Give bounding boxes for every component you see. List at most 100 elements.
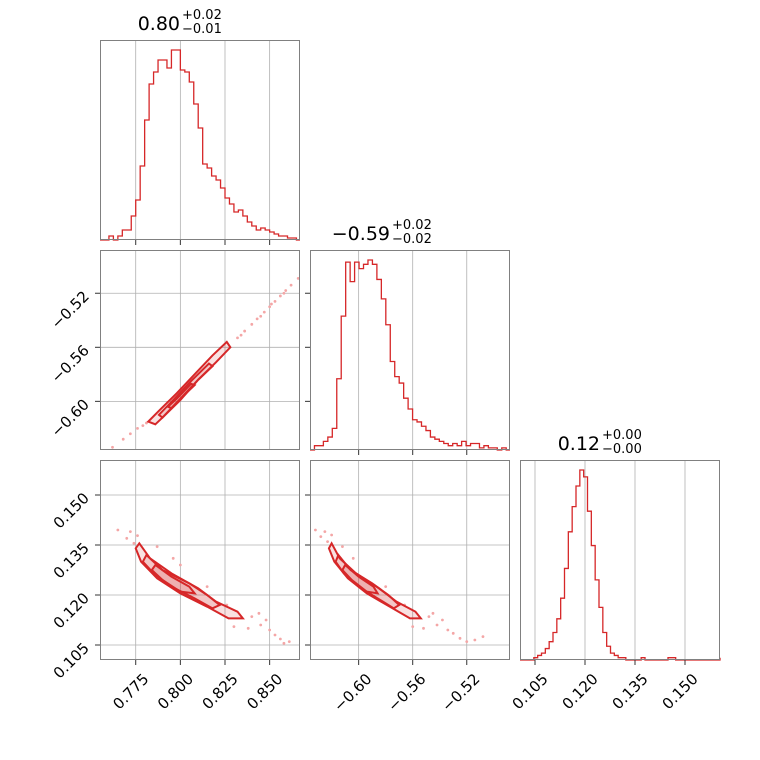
sample-point-21-0 xyxy=(314,528,317,532)
sample-point-20-4 xyxy=(136,534,139,538)
sample-point-20-13 xyxy=(246,626,250,630)
sample-point-21-5 xyxy=(427,615,431,619)
title-value-2: 0.12 xyxy=(558,433,600,455)
contour-line-20-2 xyxy=(150,563,197,595)
ytick-label-1-2: −0.52 xyxy=(48,287,93,332)
contour-line-21-1 xyxy=(334,553,401,610)
sample-point-21-20 xyxy=(341,545,344,549)
sample-point-20-8 xyxy=(268,628,272,632)
panel-frame-diag-0 xyxy=(100,40,300,240)
sample-point-10-14 xyxy=(284,289,288,292)
contour-line-20-0 xyxy=(134,541,245,620)
sample-point-20-1 xyxy=(125,536,129,540)
sample-point-10-1 xyxy=(121,437,125,441)
ytick-label-2-1: 0.120 xyxy=(50,589,93,632)
sample-point-20-2 xyxy=(128,530,132,534)
sample-point-20-6 xyxy=(259,623,263,627)
sample-point-10-10 xyxy=(262,310,266,314)
sample-point-20-19 xyxy=(155,545,159,549)
sample-point-20-7 xyxy=(264,618,268,622)
sample-point-10-19 xyxy=(270,302,273,306)
sample-point-20-15 xyxy=(257,611,261,615)
sample-point-10-13 xyxy=(278,294,282,298)
xtick-label-2-2: 0.135 xyxy=(609,670,652,713)
ytick-label-1-0: −0.60 xyxy=(48,395,93,440)
contour-line-10-2 xyxy=(165,382,197,410)
sample-point-20-20 xyxy=(178,563,182,567)
sample-point-20-18 xyxy=(171,556,175,560)
contour-fill-21-0 xyxy=(328,543,421,619)
sample-point-10-0 xyxy=(111,445,114,449)
panel-frame-10 xyxy=(100,250,300,450)
contour-fill-21-2 xyxy=(342,565,378,594)
sample-point-10-8 xyxy=(250,322,254,326)
sample-point-10-3 xyxy=(136,426,139,430)
histogram-2 xyxy=(520,469,721,661)
sample-point-21-18 xyxy=(384,585,388,589)
xtick-label-0-1: 0.800 xyxy=(154,670,197,713)
panel-frame-diag-1 xyxy=(310,250,510,450)
sample-point-10-17 xyxy=(239,333,243,337)
sample-point-20-12 xyxy=(287,640,291,644)
sample-point-20-0 xyxy=(116,528,120,532)
title-plus-2: +0.00 xyxy=(602,428,642,443)
sample-point-10-16 xyxy=(296,276,300,280)
sample-point-20-10 xyxy=(278,637,282,641)
contour-line-20-1 xyxy=(141,553,222,610)
ytick-label-1-1: −0.56 xyxy=(48,341,93,386)
sample-point-21-15 xyxy=(411,625,415,629)
sample-point-10-2 xyxy=(128,432,132,436)
panel-frame-20 xyxy=(100,460,300,660)
sample-point-21-3 xyxy=(326,540,329,544)
ytick-label-2-3: 0.150 xyxy=(50,489,93,532)
sample-point-20-11 xyxy=(282,641,286,645)
title-plus-0: +0.02 xyxy=(182,8,222,23)
sample-point-21-14 xyxy=(422,626,425,630)
title-minus-2: −0.00 xyxy=(602,442,642,457)
sample-point-10-18 xyxy=(259,314,263,318)
xtick-label-1-2: −0.52 xyxy=(438,670,483,715)
title-plus-1: +0.02 xyxy=(392,218,432,233)
xtick-label-2-0: 0.105 xyxy=(509,670,552,713)
xtick-label-0-3: 0.850 xyxy=(243,670,286,713)
xtick-label-1-1: −0.56 xyxy=(384,670,429,715)
sample-point-10-12 xyxy=(273,299,277,303)
sample-point-20-9 xyxy=(273,633,277,637)
title-value-0: 0.80 xyxy=(138,13,180,35)
sample-point-21-10 xyxy=(458,636,462,640)
sample-point-21-19 xyxy=(351,556,355,560)
xtick-label-0-0: 0.775 xyxy=(109,670,152,713)
sample-point-21-12 xyxy=(473,638,477,642)
sample-point-10-15 xyxy=(289,283,293,287)
histogram-0 xyxy=(100,49,300,241)
sample-point-21-11 xyxy=(465,640,469,644)
panel-frame-21 xyxy=(310,460,510,660)
title-value-1: −0.59 xyxy=(332,223,390,245)
sample-point-21-9 xyxy=(451,631,455,635)
sample-point-21-2 xyxy=(323,530,327,534)
panel-frame-diag-2 xyxy=(520,460,720,660)
sample-point-10-11 xyxy=(268,305,272,309)
xtick-label-2-1: 0.120 xyxy=(559,670,602,713)
sample-point-21-1 xyxy=(319,535,323,539)
sample-point-21-16 xyxy=(431,611,435,615)
sample-point-10-9 xyxy=(255,317,259,321)
histogram-1 xyxy=(310,259,510,451)
sample-point-10-4 xyxy=(141,424,145,428)
contour-fill-20-2 xyxy=(151,565,195,594)
sample-point-21-13 xyxy=(481,635,485,639)
sample-point-21-6 xyxy=(435,623,439,627)
sample-point-20-3 xyxy=(132,541,136,545)
sample-point-10-6 xyxy=(236,336,239,340)
xtick-label-1-0: −0.60 xyxy=(330,670,375,715)
title-minus-0: −0.01 xyxy=(182,22,222,37)
sample-point-20-5 xyxy=(250,615,254,619)
sample-point-21-7 xyxy=(441,618,444,622)
contour-line-21-0 xyxy=(327,541,423,620)
title-minus-1: −0.02 xyxy=(392,232,432,247)
ytick-label-2-2: 0.135 xyxy=(50,539,93,582)
xtick-label-0-2: 0.825 xyxy=(199,670,242,713)
sample-point-20-17 xyxy=(205,585,209,589)
xtick-label-2-3: 0.150 xyxy=(659,670,702,713)
